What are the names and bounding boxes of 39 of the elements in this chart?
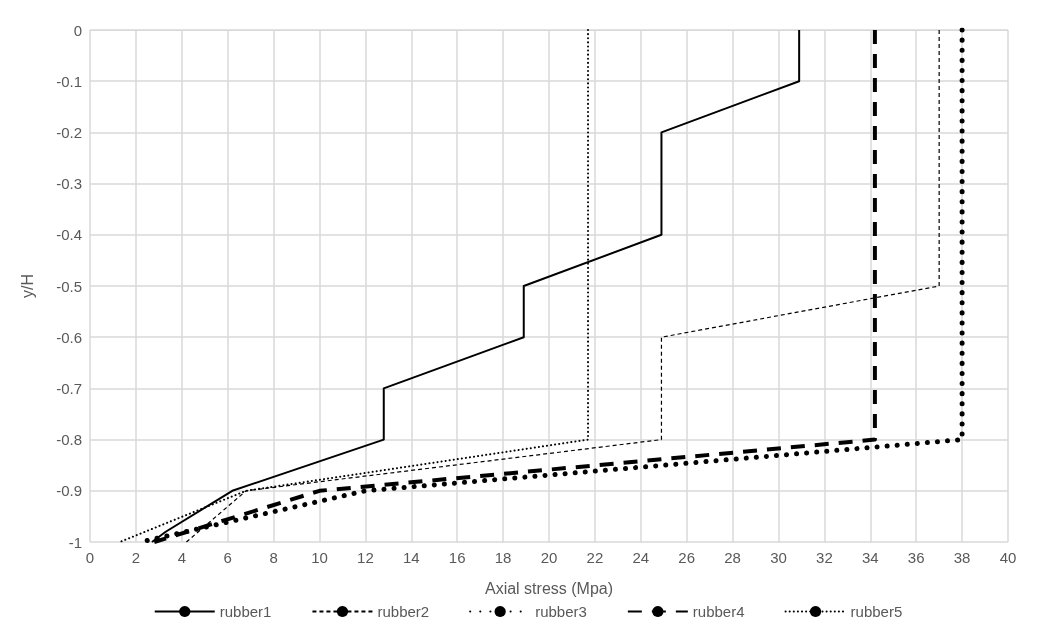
x-tick-label: 32 — [816, 549, 833, 566]
x-tick-label: 8 — [269, 549, 278, 566]
y-tick-label: -0.5 — [56, 277, 82, 295]
x-tick-label: 36 — [907, 549, 925, 566]
x-tick-label: 22 — [586, 549, 604, 566]
x-tick-label: 24 — [632, 549, 650, 566]
y-tick-label: -0.4 — [56, 226, 82, 244]
legend-label: rubber4 — [692, 603, 745, 620]
x-tick-label: 4 — [177, 549, 186, 566]
x-tick-label: 18 — [494, 549, 512, 566]
x-tick-label: 10 — [311, 549, 328, 566]
x-tick-label: 38 — [953, 549, 971, 566]
x-tick-label: 2 — [131, 549, 141, 566]
x-tick-label: 28 — [724, 549, 741, 566]
y-tick-label: -0.2 — [56, 123, 82, 141]
x-tick-label: 12 — [357, 549, 374, 566]
y-tick-label: -0.3 — [56, 175, 82, 193]
y-tick-label: -0.1 — [56, 72, 82, 90]
x-tick-label: 34 — [861, 549, 879, 566]
y-tick-label: 0 — [73, 21, 82, 39]
x-axis-title: Axial stress (Mpa) — [484, 579, 614, 597]
y-tick-label: -0.7 — [56, 379, 82, 397]
x-tick-label: 20 — [540, 549, 558, 566]
legend-label: rubber3 — [535, 603, 587, 620]
legend-label: rubber5 — [850, 603, 903, 620]
y-tick-label: -1 — [68, 533, 82, 551]
x-tick-label: 26 — [678, 549, 696, 566]
legend-label: rubber2 — [377, 603, 430, 620]
x-tick-label: 40 — [999, 549, 1017, 566]
x-tick-label: 14 — [402, 549, 420, 566]
y-axis-title: y/H — [18, 274, 36, 298]
y-tick-label: -0.8 — [56, 431, 82, 449]
y-tick-label: -0.9 — [56, 482, 82, 500]
legend-label: rubber1 — [219, 603, 272, 620]
x-tick-label: 16 — [448, 549, 466, 566]
x-tick-label: 0 — [85, 549, 95, 566]
y-tick-label: -0.6 — [56, 328, 82, 346]
x-tick-label: 6 — [223, 549, 232, 566]
x-tick-label: 30 — [770, 549, 787, 566]
